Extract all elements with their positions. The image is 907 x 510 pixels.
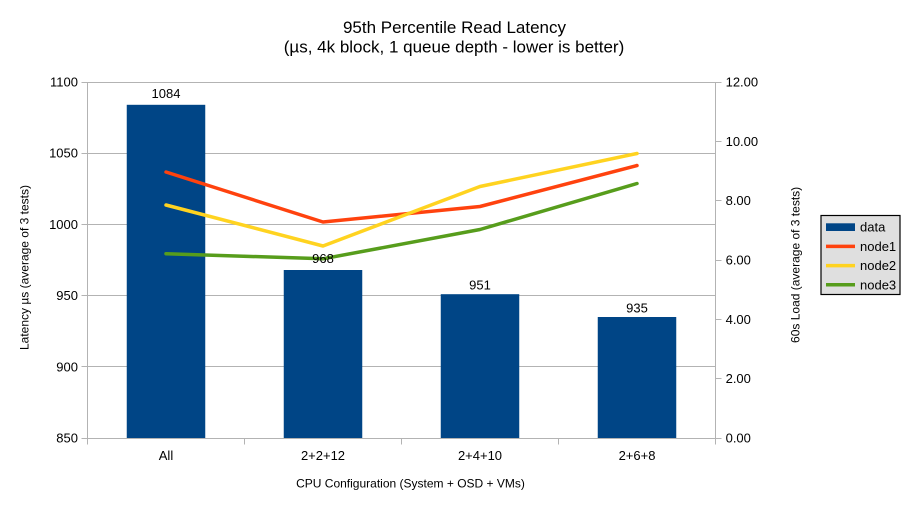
- svg-text:60s Load (average of 3 tests): 60s Load (average of 3 tests): [789, 187, 803, 343]
- svg-text:node2: node2: [860, 258, 896, 273]
- svg-text:6.00: 6.00: [726, 253, 751, 268]
- svg-text:node1: node1: [860, 239, 896, 254]
- svg-text:2+2+12: 2+2+12: [301, 448, 345, 463]
- svg-text:2+6+8: 2+6+8: [619, 448, 656, 463]
- svg-text:10.00: 10.00: [726, 134, 759, 149]
- svg-text:1084: 1084: [152, 86, 181, 101]
- svg-text:0.00: 0.00: [726, 431, 751, 446]
- svg-text:All: All: [159, 448, 174, 463]
- svg-text:node3: node3: [860, 277, 896, 292]
- svg-text:968: 968: [312, 251, 334, 266]
- svg-text:CPU Configuration (System + OS: CPU Configuration (System + OSD + VMs): [296, 477, 525, 491]
- svg-text:8.00: 8.00: [726, 193, 751, 208]
- svg-text:950: 950: [56, 288, 78, 303]
- svg-text:4.00: 4.00: [726, 312, 751, 327]
- svg-text:(µs, 4k block, 1 queue depth -: (µs, 4k block, 1 queue depth - lower is …: [284, 37, 625, 56]
- svg-text:951: 951: [469, 278, 491, 293]
- svg-text:1100: 1100: [50, 75, 78, 90]
- svg-text:2+4+10: 2+4+10: [458, 448, 502, 463]
- svg-text:1050: 1050: [49, 146, 78, 161]
- svg-text:935: 935: [626, 301, 648, 316]
- svg-text:95th Percentile Read Latency: 95th Percentile Read Latency: [343, 18, 567, 37]
- svg-text:1000: 1000: [49, 217, 78, 232]
- svg-text:12.00: 12.00: [726, 75, 759, 90]
- svg-text:2.00: 2.00: [726, 371, 751, 386]
- svg-text:Latency µs (average of 3 tests: Latency µs (average of 3 tests): [18, 185, 32, 350]
- svg-text:900: 900: [56, 359, 78, 374]
- svg-text:data: data: [860, 220, 886, 235]
- svg-text:850: 850: [56, 431, 78, 446]
